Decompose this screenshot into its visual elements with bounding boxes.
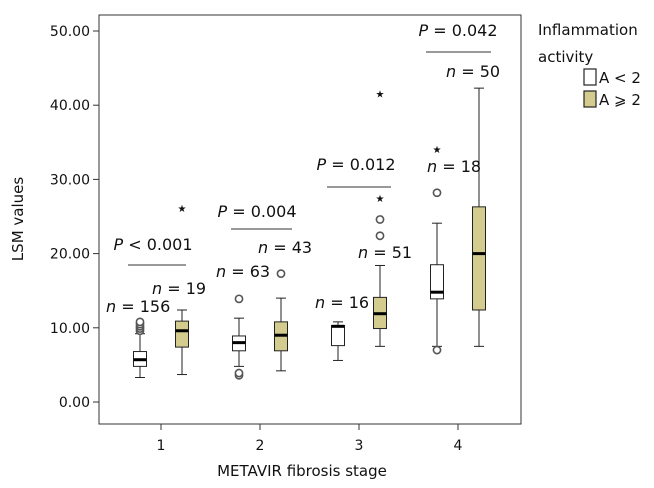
n-label: n = 16 [315, 293, 369, 312]
outlier-marker [375, 215, 385, 224]
p-value-label: P < 0.001 [113, 235, 192, 254]
y-tick-label: 50.00 [50, 24, 90, 40]
y-tick-label: 10.00 [50, 321, 90, 337]
n-label: n = 18 [427, 157, 481, 176]
p-value-label: P = 0.012 [316, 155, 395, 174]
box-a-ge-2-stage-1: ★ [175, 204, 189, 376]
box-a-ge-2-stage-2 [274, 269, 288, 372]
n-label: n = 43 [258, 238, 312, 257]
outlier-marker [234, 294, 244, 304]
box-body [430, 264, 444, 300]
extreme-marker: ★ [376, 194, 385, 205]
p-value-label: P = 0.004 [217, 202, 296, 221]
legend-title-line-2: activity [538, 48, 593, 66]
p-value-label: P = 0.042 [418, 21, 497, 40]
box-a-lt-2-stage-2 [232, 294, 246, 380]
x-axis: 1 2 3 4 [157, 424, 463, 454]
n-label: n = 19 [152, 279, 206, 298]
outlier-marker [135, 317, 145, 327]
y-tick-label: 40.00 [50, 98, 90, 114]
outlier-marker [276, 269, 286, 279]
box-a-lt-2-stage-1 [133, 317, 147, 379]
y-tick-label: 0.00 [59, 395, 90, 411]
legend-label-a-lt-2: A < 2 [599, 69, 641, 87]
box-body [472, 206, 486, 311]
x-tick-label: 4 [454, 438, 463, 454]
box-a-ge-2-stage-4 [472, 87, 486, 347]
extreme-marker: ★ [178, 204, 187, 215]
legend-swatch-a-ge-2 [583, 90, 597, 108]
x-axis-label: METAVIR fibrosis stage [217, 462, 387, 480]
legend-swatch-a-lt-2 [583, 68, 597, 86]
y-tick-label: 20.00 [50, 247, 90, 263]
plot-frame [98, 14, 522, 425]
box-body [175, 320, 189, 348]
legend-title-line-1: Inflammation [538, 21, 638, 39]
extreme-marker: ★ [376, 90, 385, 101]
legend-label-a-ge-2: A ⩾ 2 [599, 91, 641, 109]
y-axis: 0.00 10.00 20.00 30.00 40.00 50.00 [50, 24, 99, 411]
annotations: n = 156 n = 63 n = 16 n = 18 n = 19 n = 43 n =… [106, 21, 500, 316]
n-label: n = 51 [358, 243, 412, 262]
outlier-marker [375, 231, 385, 241]
n-label: n = 63 [216, 262, 270, 281]
outlier-marker [432, 188, 442, 198]
extreme-marker: ★ [433, 145, 442, 156]
x-tick-label: 1 [157, 438, 166, 454]
outlier-marker [234, 368, 244, 378]
box-body [331, 325, 345, 347]
box-series: ★★★★ [133, 87, 486, 380]
box-a-lt-2-stage-4: ★ [430, 145, 444, 355]
y-tick-label: 30.00 [50, 172, 90, 188]
n-label: n = 50 [446, 62, 500, 81]
n-label: n = 156 [106, 297, 170, 316]
x-tick-label: 3 [355, 438, 364, 454]
outlier-marker [432, 345, 442, 355]
box-a-lt-2-stage-3 [331, 321, 345, 361]
y-axis-label: LSM values [9, 177, 27, 262]
box-a-ge-2-stage-3: ★★ [373, 90, 387, 347]
legend: Inflammation activity A < 2 A ⩾ 2 [538, 21, 641, 109]
x-tick-label: 2 [256, 438, 265, 454]
